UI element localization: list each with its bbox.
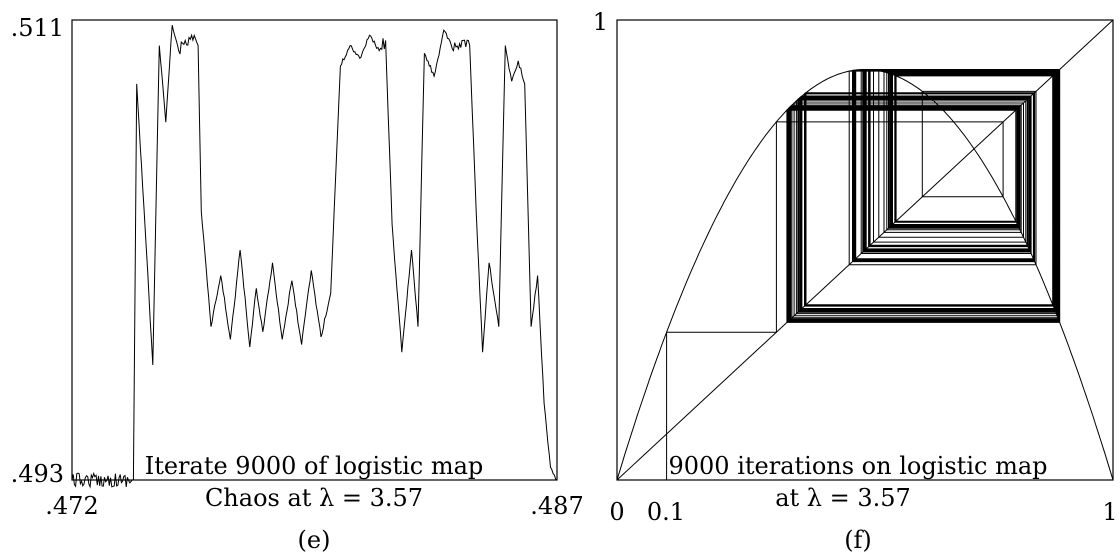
panel-e-x-tick-left: .472 bbox=[45, 492, 98, 520]
panel-f-cobweb-group bbox=[666, 69, 1061, 480]
panel-e-iterate-line bbox=[71, 24, 558, 489]
panel-e-y-tick-top: .511 bbox=[11, 14, 64, 42]
panel-f-x-tick-1: 1 bbox=[1102, 498, 1117, 526]
panel-e-y-tick-bottom: .493 bbox=[11, 460, 64, 488]
panel-e-label: (e) bbox=[298, 526, 331, 554]
panel-f: 1 0 0.1 1 9000 iterations on logistic ma… bbox=[593, 8, 1118, 554]
panel-f-frame bbox=[616, 19, 1114, 481]
panel-f-y-tick-top: 1 bbox=[593, 8, 608, 36]
panel-f-caption-line1: 9000 iterations on logistic map bbox=[668, 452, 1047, 480]
panel-f-diagonal-line bbox=[616, 19, 1114, 481]
panel-f-logistic-curve bbox=[616, 69, 1114, 481]
panel-f-x-tick-01: 0.1 bbox=[647, 498, 685, 526]
panel-f-caption-line2: at λ = 3.57 bbox=[775, 484, 911, 512]
panel-f-curves-group bbox=[616, 19, 1114, 481]
panel-e: .511 .493 .472 .487 Iterate 9000 of logi… bbox=[11, 14, 584, 554]
panel-e-x-tick-right: .487 bbox=[530, 492, 583, 520]
panel-e-caption-line1: Iterate 9000 of logistic map bbox=[145, 452, 484, 480]
panel-f-x-tick-0: 0 bbox=[609, 498, 624, 526]
panel-e-trace-group bbox=[71, 24, 558, 489]
panel-e-frame bbox=[71, 19, 558, 481]
panel-f-cobweb-path bbox=[666, 69, 1061, 480]
panel-e-caption-line2: Chaos at λ = 3.57 bbox=[205, 484, 423, 512]
panel-f-label: (f) bbox=[844, 526, 872, 554]
